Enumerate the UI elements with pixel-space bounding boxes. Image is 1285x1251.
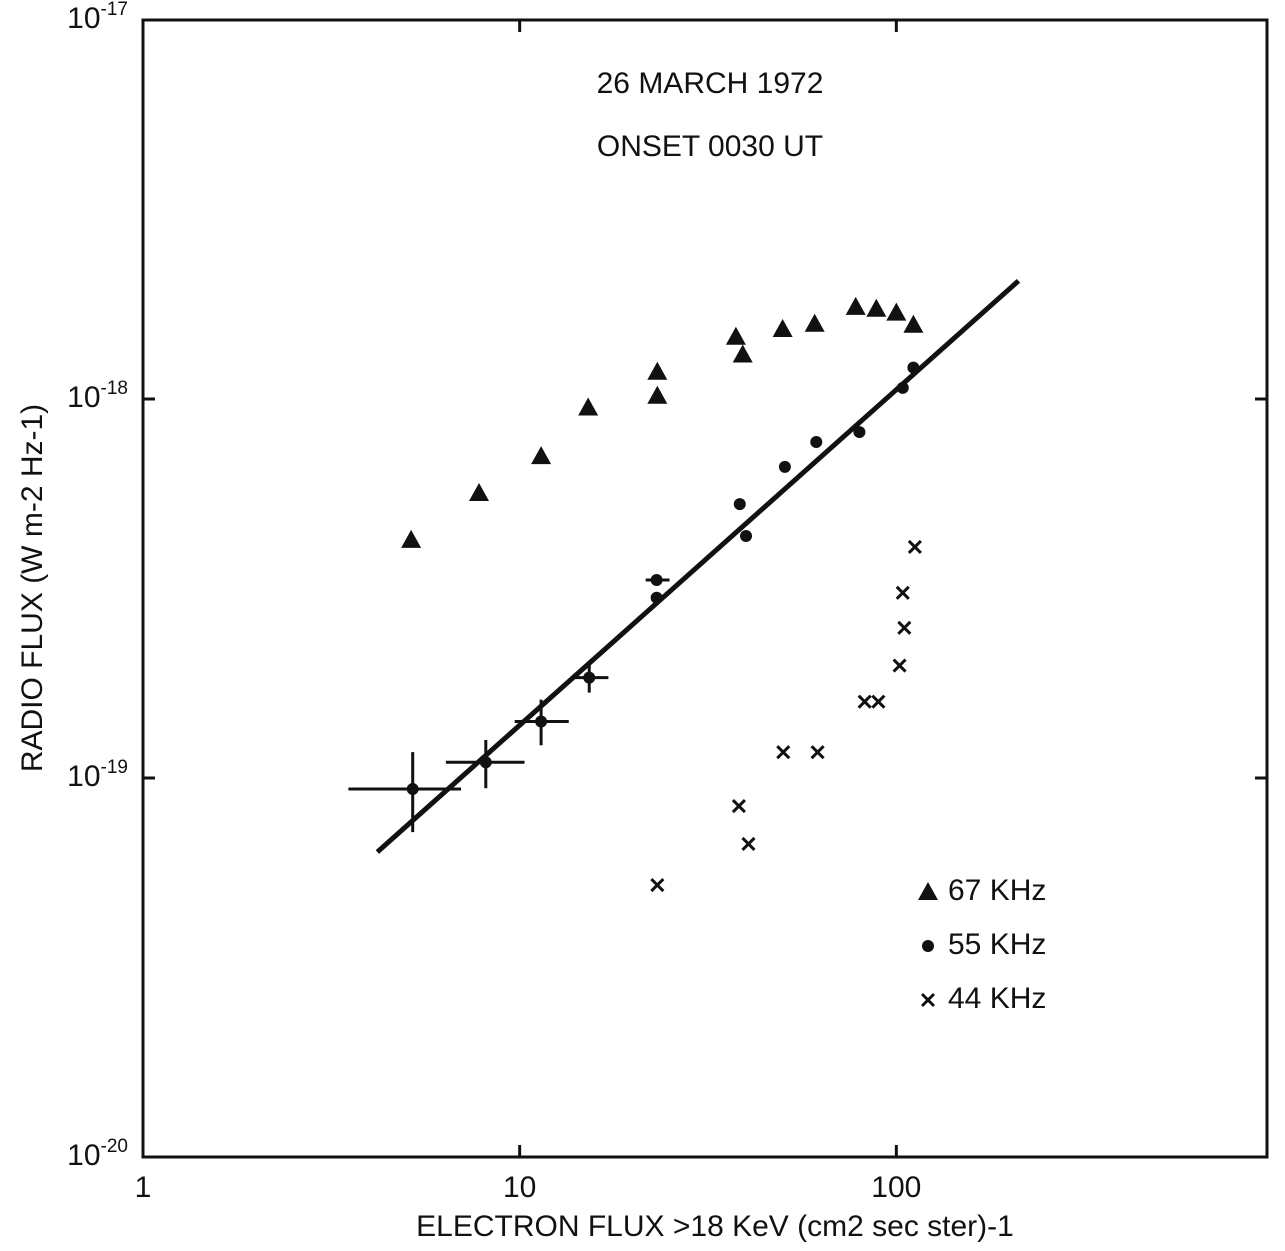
legend-label: 55 KHz bbox=[948, 928, 1046, 961]
cross-point bbox=[871, 694, 886, 709]
y-tick-base: 10 bbox=[67, 381, 100, 414]
legend-marker bbox=[922, 940, 934, 952]
y-tick-exponent: -19 bbox=[101, 757, 128, 778]
triangle-point bbox=[725, 326, 746, 345]
x-axis-label: ELECTRON FLUX >18 KeV (cm2 sec ster)-1 bbox=[416, 1210, 1014, 1243]
triangle-point bbox=[772, 319, 793, 338]
fit-line bbox=[375, 278, 1021, 854]
cross-point bbox=[776, 745, 791, 760]
triangle-point bbox=[469, 482, 490, 501]
y-tick-label: 10-17 bbox=[67, 0, 128, 35]
cross-point bbox=[650, 877, 665, 893]
circle-point bbox=[896, 381, 909, 394]
cross-point bbox=[731, 799, 746, 814]
y-tick-label: 10-20 bbox=[67, 1136, 128, 1172]
circle-point bbox=[810, 436, 823, 449]
y-tick-label: 10-19 bbox=[67, 757, 128, 793]
y-tick-base: 10 bbox=[67, 760, 100, 793]
triangle-point bbox=[845, 296, 866, 315]
legend-label: 67 KHz bbox=[948, 874, 1046, 907]
x-tick-label: 100 bbox=[871, 1171, 921, 1204]
cross-point bbox=[741, 836, 756, 851]
legend-label: 44 KHz bbox=[948, 982, 1046, 1015]
plot-frame bbox=[141, 18, 1269, 1159]
circle-point bbox=[907, 361, 920, 374]
chart-title: 26 MARCH 1972 bbox=[597, 67, 824, 100]
circle-point bbox=[733, 498, 746, 511]
circle-point bbox=[535, 715, 548, 728]
triangle-point bbox=[804, 313, 825, 332]
circle-point bbox=[853, 426, 866, 439]
circle-point bbox=[479, 756, 492, 769]
x-tick-label: 10 bbox=[503, 1171, 536, 1204]
y-tick-exponent: -20 bbox=[101, 1136, 128, 1157]
y-tick-exponent: -17 bbox=[101, 0, 128, 20]
cross-point bbox=[810, 745, 825, 760]
cross-point bbox=[895, 585, 910, 600]
cross-point bbox=[897, 620, 912, 635]
triangle-point bbox=[886, 302, 907, 321]
circle-point bbox=[650, 591, 663, 604]
legend-marker bbox=[920, 992, 936, 1008]
y-tick-base: 10 bbox=[67, 1139, 100, 1172]
cross-point bbox=[907, 539, 922, 555]
triangle-point bbox=[903, 314, 924, 333]
triangle-point bbox=[647, 361, 668, 380]
circle-point bbox=[740, 530, 753, 543]
circle-point bbox=[778, 460, 791, 473]
triangle-point bbox=[578, 397, 599, 416]
triangle-point bbox=[732, 344, 753, 363]
circle-point bbox=[650, 573, 663, 586]
y-tick-exponent: -18 bbox=[101, 378, 128, 399]
y-tick-base: 10 bbox=[67, 2, 100, 35]
circle-point bbox=[406, 783, 419, 796]
triangle-point bbox=[866, 298, 887, 317]
y-axis-label: RADIO FLUX (W m-2 Hz-1) bbox=[16, 404, 49, 772]
triangle-point bbox=[531, 446, 552, 465]
chart-subtitle: ONSET 0030 UT bbox=[597, 130, 823, 163]
legend-marker bbox=[918, 882, 938, 900]
circle-point bbox=[583, 671, 596, 684]
triangle-point bbox=[647, 385, 668, 404]
x-tick-label: 1 bbox=[135, 1171, 152, 1204]
cross-point bbox=[892, 658, 907, 673]
cross-point bbox=[857, 694, 872, 709]
y-tick-label: 10-18 bbox=[67, 378, 128, 414]
triangle-point bbox=[401, 529, 422, 548]
